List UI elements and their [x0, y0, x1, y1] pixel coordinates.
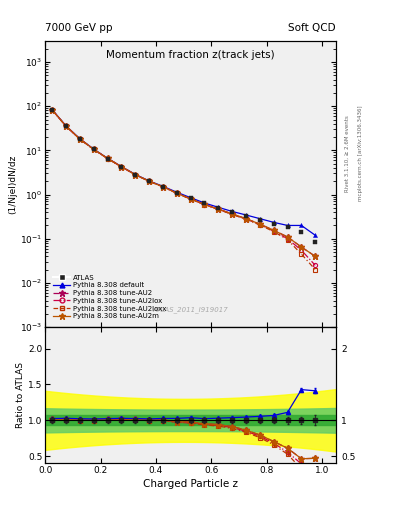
X-axis label: Charged Particle z: Charged Particle z: [143, 479, 238, 489]
Y-axis label: Ratio to ATLAS: Ratio to ATLAS: [16, 362, 25, 428]
Text: Momentum fraction z(track jets): Momentum fraction z(track jets): [106, 50, 275, 59]
Legend: ATLAS, Pythia 8.308 default, Pythia 8.308 tune-AU2, Pythia 8.308 tune-AU2lox, Py: ATLAS, Pythia 8.308 default, Pythia 8.30…: [51, 273, 168, 321]
Text: 7000 GeV pp: 7000 GeV pp: [45, 23, 113, 33]
Text: Soft QCD: Soft QCD: [288, 23, 336, 33]
Text: Rivet 3.1.10, ≥ 2.6M events: Rivet 3.1.10, ≥ 2.6M events: [345, 115, 350, 192]
Text: mcplots.cern.ch [arXiv:1306.3436]: mcplots.cern.ch [arXiv:1306.3436]: [358, 106, 363, 201]
Y-axis label: (1/Njel)dN/dz: (1/Njel)dN/dz: [8, 154, 17, 214]
Text: ATLAS_2011_I919017: ATLAS_2011_I919017: [153, 307, 228, 313]
